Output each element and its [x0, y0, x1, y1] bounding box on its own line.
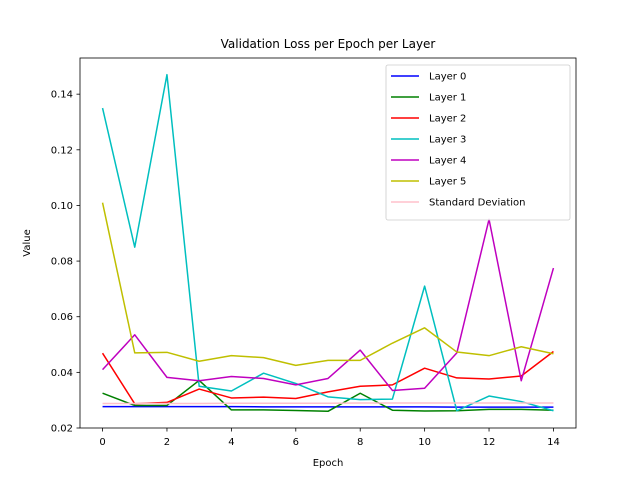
legend: Layer 0 Layer 1 Layer 2 Layer 3 Layer 4 Layer…	[385, 64, 571, 221]
x-axis-label: Epoch	[313, 458, 344, 469]
y-tick-label: 0.08	[51, 257, 73, 268]
y-tick-label: 0.04	[51, 368, 73, 379]
y-tick-label: 0.14	[51, 90, 73, 101]
x-tick-label: 2	[164, 437, 170, 448]
y-axis: 0.02 0.04 0.06 0.08 0.10 0.12 0.14	[51, 90, 80, 435]
x-tick-label: 10	[418, 437, 431, 448]
legend-label-4: Layer 4	[429, 156, 466, 167]
series-line-5	[101, 202, 554, 367]
series-line-0	[102, 405, 554, 408]
legend-label-0: Layer 0	[429, 72, 466, 83]
plot-frame	[79, 57, 577, 429]
series-line-1	[102, 379, 554, 413]
legend-label-2: Layer 2	[429, 114, 466, 125]
series-line-6	[102, 402, 554, 405]
x-tick-label: 12	[483, 437, 496, 448]
chart-title: Validation Loss per Epoch per Layer	[221, 37, 436, 51]
y-tick-label: 0.10	[51, 201, 73, 212]
legend-label-3: Layer 3	[429, 135, 466, 146]
x-tick-label: 14	[547, 437, 560, 448]
x-tick-label: 8	[357, 437, 363, 448]
x-tick-label: 4	[228, 437, 234, 448]
y-tick-label: 0.12	[51, 145, 73, 156]
legend-box	[385, 64, 571, 221]
series-line-3	[101, 73, 554, 412]
legend-label-1: Layer 1	[429, 93, 466, 104]
plot-lines	[101, 73, 555, 413]
series-line-4	[101, 218, 555, 392]
y-tick-label: 0.02	[51, 424, 73, 435]
y-axis-label: Value	[22, 229, 33, 256]
legend-label-5: Layer 5	[429, 177, 466, 188]
y-tick-label: 0.06	[51, 312, 73, 323]
x-tick-label: 6	[293, 437, 299, 448]
legend-label-6: Standard Deviation	[429, 198, 526, 209]
x-axis: 0 2 4 6 8 10 12 14	[99, 428, 560, 448]
series-line-2	[101, 350, 554, 405]
x-tick-label: 0	[99, 437, 105, 448]
